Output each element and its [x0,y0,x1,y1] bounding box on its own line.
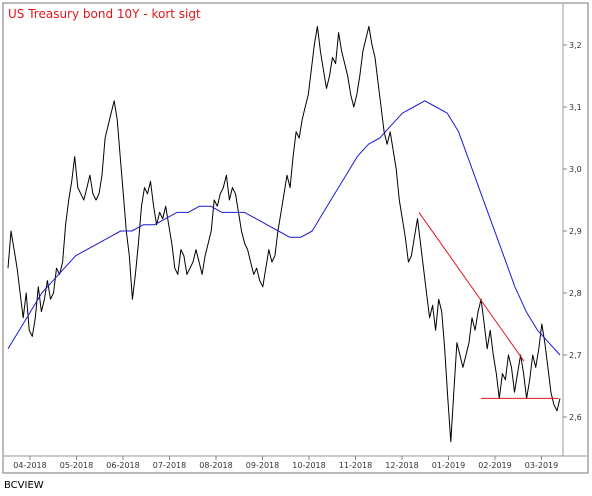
x-tick-label: 06-2018 [106,461,139,470]
y-tick-label: 2,9 [569,227,582,236]
plot-area [7,25,561,443]
x-tick-label: 05-2018 [60,461,93,470]
x-tick-label: 12-2018 [385,461,418,470]
price-line [7,25,561,443]
x-tick-label: 07-2018 [153,461,186,470]
footer-label: BCVIEW [4,480,44,491]
x-tick-label: 08-2018 [199,461,232,470]
chart-title: US Treasury bond 10Y - kort sigt [8,7,201,21]
chart-border [2,2,589,474]
y-tick-label: 3,2 [569,41,582,50]
x-tick-label: 03-2019 [525,461,558,470]
downtrend-line [418,212,525,362]
y-axis-ticks: 2,6 2,7 2,8 2,9 3,0 3,1 3,2 [563,41,582,422]
x-tick-label: 02-2019 [478,461,511,470]
x-tick-label: 09-2018 [246,461,279,470]
x-tick-label: 01-2019 [432,461,465,470]
moving-average-line [7,100,561,356]
y-tick-label: 2,7 [569,351,582,360]
x-axis-ticks: 04-2018 05-2018 06-2018 07-2018 08-2018 09-20… [13,456,558,470]
y-tick-label: 2,6 [569,413,582,422]
x-tick-label: 04-2018 [13,461,46,470]
y-tick-label: 3,1 [569,103,582,112]
y-tick-label: 2,8 [569,289,582,298]
x-tick-label: 10-2018 [292,461,325,470]
y-tick-label: 3,0 [569,165,582,174]
x-tick-label: 11-2018 [339,461,372,470]
